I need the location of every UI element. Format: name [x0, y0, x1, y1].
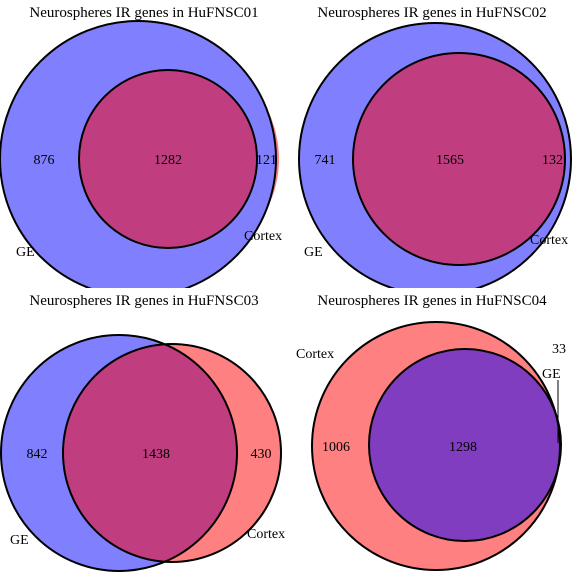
panel-title: Neurospheres IR genes in HuFNSC04: [317, 293, 547, 309]
panel-title: Neurospheres IR genes in HuFNSC01: [29, 5, 258, 21]
ge-only-count: 741: [315, 153, 336, 168]
ge-circle-outline: [368, 348, 562, 542]
ge-set-label: GE: [304, 245, 323, 260]
cortex-only-count: 132: [542, 153, 563, 168]
overlap-count: 1565: [436, 153, 464, 168]
ge-circle-outline: [0, 334, 238, 572]
ge-set-label: GE: [16, 245, 35, 260]
overlap-region: [369, 349, 560, 541]
cortex-circle-outline: [352, 52, 566, 266]
ge-set-label: GE: [10, 533, 29, 548]
overlap-count: 1282: [154, 153, 182, 168]
cortex-circle-outline: [62, 343, 282, 563]
cortex-set-label: Cortex: [244, 229, 282, 244]
ge-only-count: 842: [27, 447, 48, 462]
cortex-set-label: Cortex: [296, 347, 334, 362]
cortex-only-count: 121: [256, 153, 277, 168]
overlap-count: 1438: [142, 447, 170, 462]
cortex-set-label: Cortex: [247, 527, 285, 542]
ge-only-count: 876: [34, 153, 55, 168]
venn-panel-hufnsc01: Neurospheres IR genes in HuFNSC01 876 12…: [0, 5, 282, 288]
ge-circle-outline: [298, 22, 572, 288]
overlap-region: [353, 53, 565, 265]
venn-panel-hufnsc03: Neurospheres IR genes in HuFNSC03 842 14…: [0, 293, 285, 572]
cortex-only-count: 430: [251, 447, 272, 462]
venn-panel-hufnsc02: Neurospheres IR genes in HuFNSC02 741 15…: [298, 5, 572, 288]
cortex-circle-outline: [78, 69, 258, 249]
overlap-count: 1298: [449, 440, 477, 455]
venn-panel-hufnsc04: Neurospheres IR genes in HuFNSC04 Cortex…: [296, 293, 566, 571]
ge-circle-outline: [0, 20, 277, 288]
overlap-region: [79, 70, 257, 248]
ge-only-count: 33: [552, 342, 566, 357]
cortex-set-label: Cortex: [530, 233, 568, 248]
ge-set-label: GE: [542, 367, 561, 382]
panel-title: Neurospheres IR genes in HuFNSC03: [29, 293, 258, 309]
cortex-only-count: 1006: [322, 440, 350, 455]
panel-title: Neurospheres IR genes in HuFNSC02: [317, 5, 546, 21]
